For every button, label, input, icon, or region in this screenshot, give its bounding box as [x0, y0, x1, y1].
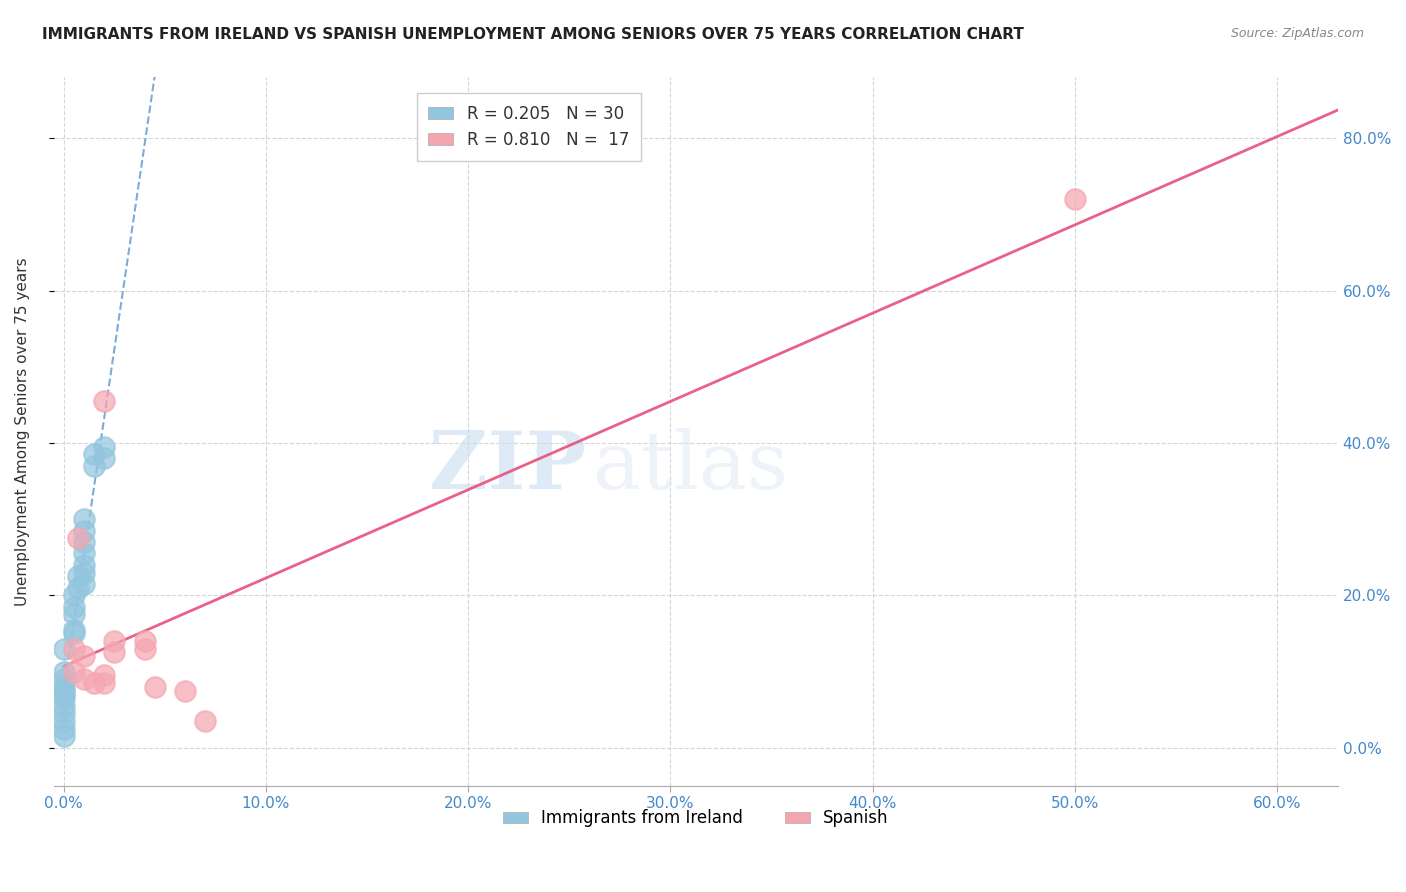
Point — [103, 645, 125, 659]
Point — [73, 566, 96, 580]
Legend: Immigrants from Ireland, Spanish: Immigrants from Ireland, Spanish — [496, 803, 896, 834]
Point — [1063, 192, 1085, 206]
Point — [52, 680, 75, 694]
Point — [73, 672, 96, 686]
Point — [73, 649, 96, 664]
Text: atlas: atlas — [593, 428, 787, 506]
Text: IMMIGRANTS FROM IRELAND VS SPANISH UNEMPLOYMENT AMONG SENIORS OVER 75 YEARS CORR: IMMIGRANTS FROM IRELAND VS SPANISH UNEMP… — [42, 27, 1024, 42]
Point — [174, 683, 197, 698]
Point — [93, 394, 115, 409]
Point — [73, 512, 96, 526]
Point — [52, 672, 75, 686]
Point — [52, 641, 75, 656]
Text: Source: ZipAtlas.com: Source: ZipAtlas.com — [1230, 27, 1364, 40]
Point — [134, 641, 156, 656]
Point — [83, 447, 105, 461]
Point — [66, 569, 89, 583]
Point — [52, 687, 75, 701]
Point — [63, 588, 86, 602]
Point — [63, 623, 86, 637]
Point — [194, 714, 217, 728]
Point — [73, 577, 96, 591]
Point — [66, 581, 89, 595]
Point — [52, 683, 75, 698]
Point — [52, 665, 75, 679]
Point — [52, 714, 75, 728]
Point — [83, 458, 105, 473]
Point — [52, 706, 75, 721]
Point — [52, 729, 75, 743]
Point — [73, 535, 96, 549]
Point — [66, 531, 89, 545]
Point — [93, 676, 115, 690]
Point — [103, 634, 125, 648]
Point — [134, 634, 156, 648]
Point — [63, 607, 86, 622]
Point — [93, 451, 115, 466]
Point — [52, 691, 75, 706]
Point — [73, 546, 96, 560]
Text: ZIP: ZIP — [429, 428, 586, 506]
Point — [63, 665, 86, 679]
Point — [73, 524, 96, 538]
Point — [63, 599, 86, 614]
Point — [83, 676, 105, 690]
Point — [52, 722, 75, 736]
Y-axis label: Unemployment Among Seniors over 75 years: Unemployment Among Seniors over 75 years — [15, 257, 30, 606]
Point — [143, 680, 166, 694]
Point — [63, 626, 86, 640]
Point — [73, 558, 96, 572]
Point — [93, 668, 115, 682]
Point — [93, 440, 115, 454]
Point — [63, 641, 86, 656]
Point — [52, 698, 75, 713]
